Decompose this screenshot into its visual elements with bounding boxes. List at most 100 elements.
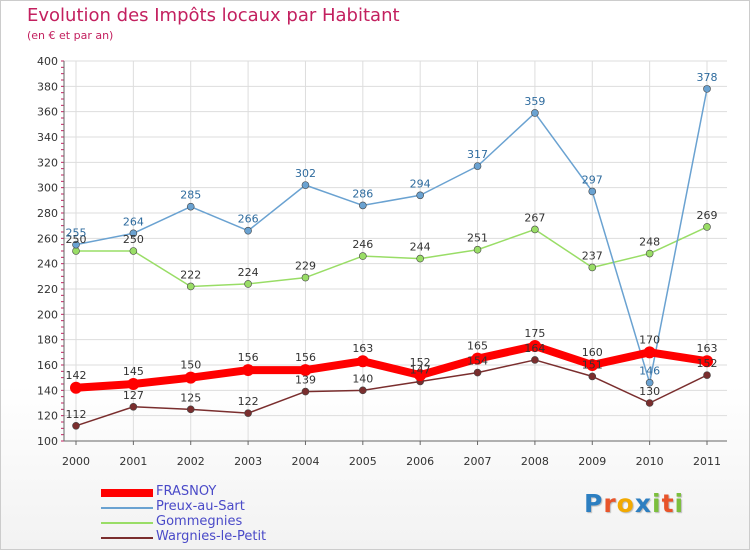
logo-letter: P	[584, 489, 604, 518]
data-label-gommegnies: 222	[180, 268, 201, 281]
data-label-frasnoy: 145	[123, 365, 144, 378]
data-label-gommegnies: 237	[582, 249, 603, 262]
y-tick-label: 220	[37, 283, 58, 296]
data-point-gommegnies	[301, 273, 310, 282]
x-tick-label: 2000	[62, 455, 90, 468]
data-point-wargnies-le-petit	[703, 371, 711, 379]
series-line-wargnies-le-petit	[75, 359, 708, 427]
data-point-wargnies-le-petit	[645, 399, 654, 407]
data-point-preux-au-sart	[588, 187, 597, 196]
legend-label-frasnoy: FRASNOY	[156, 484, 217, 499]
x-tick-label: 2002	[177, 455, 205, 468]
data-point-preux-au-sart	[416, 191, 424, 200]
data-label-frasnoy: 152	[410, 356, 431, 369]
data-point-frasnoy	[127, 378, 140, 390]
data-point-preux-au-sart	[473, 162, 482, 170]
data-point-wargnies-le-petit	[301, 387, 310, 396]
data-point-gommegnies	[416, 254, 424, 263]
y-tick-label: 360	[37, 106, 58, 119]
logo-letter: r	[603, 489, 617, 518]
data-label-frasnoy: 163	[697, 342, 718, 355]
data-point-gommegnies	[531, 225, 539, 234]
x-tick-label: 2005	[349, 455, 377, 468]
legend-swatch-wargnies-le-petit	[101, 536, 153, 539]
data-point-wargnies-le-petit	[72, 421, 80, 430]
data-point-gommegnies	[244, 280, 252, 288]
logo-letter: i	[674, 489, 685, 518]
y-tick-label: 300	[37, 182, 58, 195]
data-label-preux-au-sart: 294	[410, 177, 431, 190]
data-label-frasnoy: 163	[352, 342, 373, 355]
chart-title: Evolution des Impôts locaux par Habitant	[27, 5, 400, 26]
y-tick-label: 340	[37, 131, 58, 144]
data-label-wargnies-le-petit: 139	[295, 374, 316, 387]
y-tick-label: 260	[37, 232, 58, 245]
data-label-wargnies-le-petit: 112	[66, 408, 87, 421]
x-tick-label: 2004	[291, 455, 319, 468]
data-point-frasnoy	[184, 371, 197, 384]
data-point-preux-au-sart	[531, 109, 539, 117]
data-point-frasnoy	[242, 364, 255, 377]
legend-swatch-gommegnies	[101, 521, 153, 524]
data-point-wargnies-le-petit	[531, 356, 539, 364]
data-label-gommegnies: 244	[410, 241, 431, 254]
x-tick-label: 2007	[464, 455, 492, 468]
data-label-wargnies-le-petit: 164	[524, 342, 545, 355]
data-label-preux-au-sart: 359	[524, 95, 545, 108]
data-label-frasnoy: 142	[66, 369, 87, 382]
data-label-wargnies-le-petit: 154	[467, 355, 488, 368]
data-label-preux-au-sart: 264	[123, 215, 144, 228]
data-label-wargnies-le-petit: 130	[639, 385, 660, 398]
x-tick-label: 2010	[636, 455, 664, 468]
data-point-frasnoy	[701, 355, 713, 368]
data-point-wargnies-le-petit	[359, 386, 367, 395]
y-tick-label: 140	[37, 384, 58, 397]
data-label-gommegnies: 250	[66, 233, 87, 246]
legend-item-wargnies-le-petit: Wargnies-le-Petit	[101, 529, 401, 545]
data-point-wargnies-le-petit	[588, 372, 597, 381]
y-tick-label: 240	[37, 258, 58, 271]
data-label-preux-au-sart: 297	[582, 173, 603, 186]
legend-label-preux-au-sart: Preux-au-Sart	[156, 499, 245, 514]
data-point-gommegnies	[186, 282, 195, 291]
x-tick-label: 2009	[578, 455, 606, 468]
data-label-wargnies-le-petit: 147	[410, 363, 431, 376]
proxiti-logo: Proxiti	[584, 489, 684, 518]
y-tick-label: 400	[37, 55, 58, 68]
x-tick-label: 2011	[693, 455, 721, 468]
data-label-wargnies-le-petit: 140	[352, 372, 373, 385]
y-tick-label: 380	[37, 80, 58, 93]
y-tick-label: 100	[37, 435, 58, 448]
data-label-frasnoy: 170	[639, 333, 660, 346]
data-point-preux-au-sart	[301, 181, 310, 189]
logo-letter: o	[616, 489, 635, 518]
legend-swatch-frasnoy	[101, 488, 153, 497]
data-label-gommegnies: 248	[639, 236, 660, 249]
data-label-gommegnies: 267	[524, 211, 545, 224]
data-label-frasnoy: 160	[582, 346, 603, 359]
y-tick-label: 120	[37, 410, 58, 423]
x-tick-label: 2003	[234, 455, 262, 468]
data-point-gommegnies	[588, 263, 597, 272]
data-point-wargnies-le-petit	[473, 368, 482, 377]
data-point-frasnoy	[356, 355, 369, 368]
y-tick-label: 280	[37, 207, 58, 220]
data-label-wargnies-le-petit: 151	[582, 358, 603, 371]
legend-item-frasnoy: FRASNOY	[101, 484, 401, 500]
data-label-gommegnies: 269	[697, 209, 718, 222]
data-label-gommegnies: 224	[238, 266, 259, 279]
data-point-preux-au-sart	[645, 378, 654, 387]
data-label-frasnoy: 165	[467, 340, 488, 353]
x-tick-label: 2001	[119, 455, 147, 468]
data-point-preux-au-sart	[359, 201, 367, 210]
data-point-frasnoy	[414, 369, 427, 382]
data-label-preux-au-sart: 286	[352, 187, 373, 200]
data-point-frasnoy	[586, 359, 599, 371]
data-point-wargnies-le-petit	[244, 409, 252, 417]
data-label-wargnies-le-petit: 127	[123, 389, 144, 402]
legend-swatch-preux-au-sart	[101, 506, 153, 509]
data-point-preux-au-sart	[186, 202, 195, 211]
data-point-frasnoy	[299, 364, 312, 377]
y-tick-label: 160	[37, 359, 58, 372]
